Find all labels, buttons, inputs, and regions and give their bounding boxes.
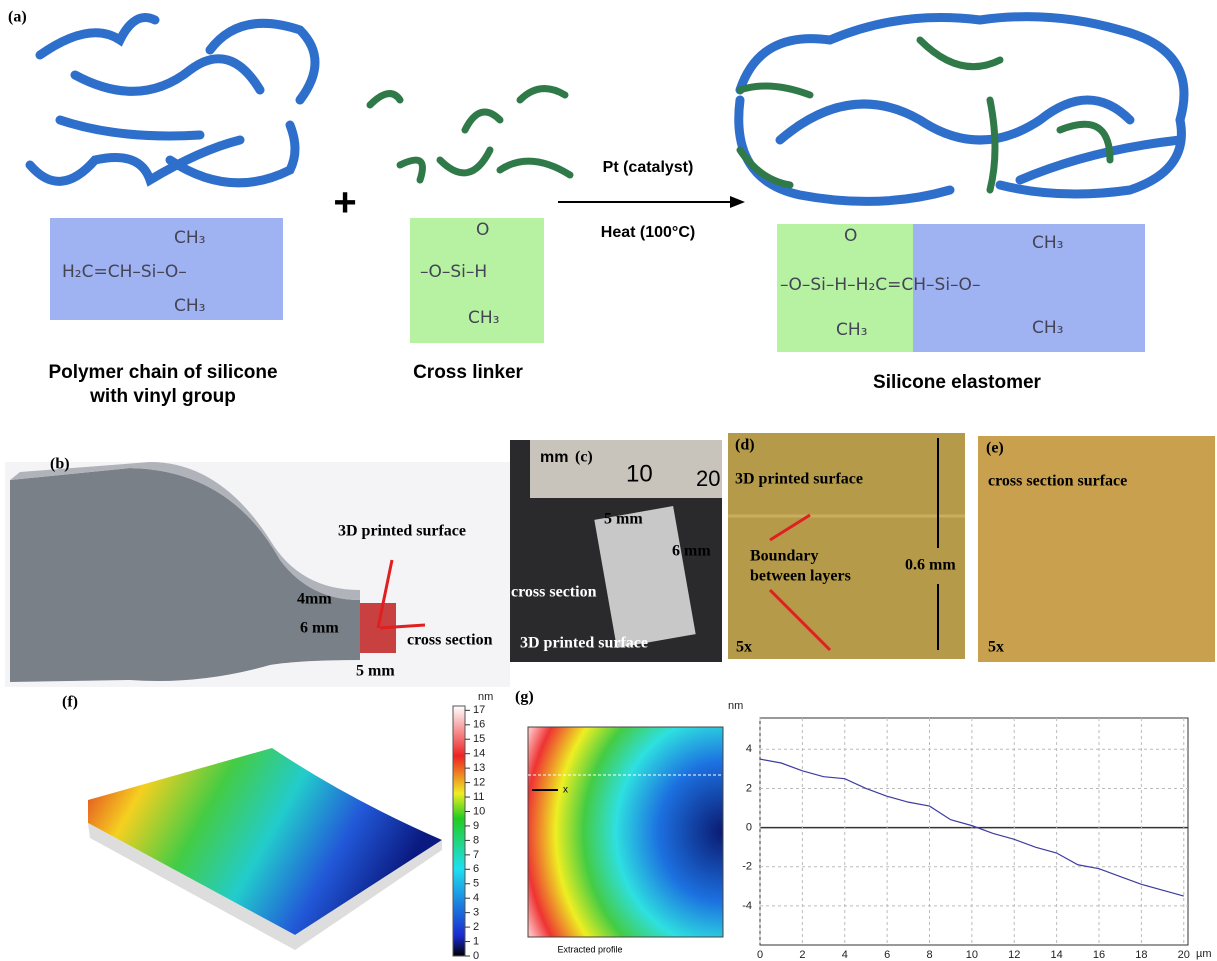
panel-label: (e) (986, 440, 1004, 457)
ruler-unit: mm (540, 449, 568, 466)
colorbar-tick-label: 9 (473, 820, 479, 832)
annotation: cross section (511, 584, 597, 601)
annotation: 6 mm (672, 543, 711, 560)
x-tick-label: 4 (842, 949, 848, 961)
colorbar-tick-label: 17 (473, 704, 485, 716)
ruler-number: 10 (626, 460, 653, 487)
x-tick-label: 0 (757, 949, 763, 961)
surface-3d (88, 748, 442, 935)
annotation: 5 mm (356, 663, 395, 680)
annotation: 3D printed surface (520, 635, 648, 652)
colorbar-tick-label: 3 (473, 907, 479, 919)
formula: CH₃ (468, 308, 499, 328)
plus: + (333, 181, 356, 225)
x-tick-label: 14 (1051, 949, 1063, 961)
panel-label: (b) (50, 456, 70, 473)
panel-label: (f) (62, 694, 78, 711)
colorbar-tick-label: 1 (473, 935, 479, 947)
ruler-number: 20 (696, 466, 720, 491)
elastomer-network (739, 17, 1184, 202)
annotation: 5 mm (604, 511, 643, 528)
formula: –O–Si–H (420, 262, 487, 282)
caption: Cross linker (413, 362, 523, 383)
x-tick-label: 12 (1008, 949, 1020, 961)
formula: CH₃ (1032, 318, 1063, 338)
colorbar-tick-label: 11 (473, 791, 484, 803)
panel-label: (d) (735, 437, 755, 454)
colorbar-tick-label: 14 (473, 748, 485, 760)
formula: CH₃ (174, 296, 205, 316)
plot-frame (760, 718, 1188, 945)
annotation: 5x (988, 639, 1004, 656)
formula: –O–Si–H–H₂C=CH–Si–O– (780, 275, 980, 295)
colorbar-tick-label: 0 (473, 950, 479, 961)
colorbar-tick-label: 7 (473, 849, 479, 861)
x-tick-label: 2 (799, 949, 805, 961)
panel-label: (g) (515, 689, 534, 706)
crosslinker-chains (370, 89, 570, 180)
arrow-label: Heat (100°C) (601, 224, 695, 241)
caption: with vinyl group (89, 386, 236, 407)
heatmap (528, 727, 723, 937)
colorbar-tick-label: 13 (473, 762, 485, 774)
formula: H₂C=CH–Si–O– (62, 262, 187, 282)
x-unit: µm (1196, 948, 1212, 960)
colorbar-tick-label: 8 (473, 834, 479, 846)
annotation: 3D printed surface (338, 523, 466, 540)
x-tick-label: 6 (884, 949, 890, 961)
arrow-label: Pt (catalyst) (603, 159, 694, 176)
arrow-head (730, 196, 745, 208)
y-tick-label: 4 (746, 743, 752, 755)
colorbar-tick-label: 6 (473, 863, 479, 875)
y-tick-label: 2 (746, 782, 752, 794)
axis-label: x (563, 785, 568, 796)
annotation: between layers (750, 568, 851, 585)
colorbar (453, 706, 465, 956)
chart: -4 -2 0 2 4 0 2 4 6 8 10 12 14 16 18 20 (742, 718, 1190, 961)
figure: (a) CH₃ H₂C=CH–Si–O– CH₃ + O –O–Si–H CH₃… (0, 0, 1217, 961)
caption: Silicone elastomer (873, 372, 1042, 393)
colorbar-tick-label: 2 (473, 921, 479, 933)
colorbar-tick-label: 16 (473, 719, 485, 731)
colorbar-tick-label: 15 (473, 733, 485, 745)
colorbar-tick-label: 10 (473, 805, 485, 817)
caption: Polymer chain of silicone (48, 362, 277, 383)
x-tick-label: 16 (1093, 949, 1105, 961)
colorbar-unit: nm (478, 691, 493, 703)
annotation: 6 mm (300, 620, 339, 637)
x-tick-label: 20 (1178, 949, 1190, 961)
formula: CH₃ (1032, 233, 1063, 253)
formula: CH₃ (174, 228, 205, 248)
micrograph (978, 436, 1215, 662)
colorbar-tick-label: 5 (473, 878, 479, 890)
y-tick-label: 0 (746, 821, 752, 833)
annotation: 4mm (297, 591, 332, 608)
x-tick-label: 8 (926, 949, 932, 961)
formula: O (476, 220, 489, 240)
annotation: 5x (736, 639, 752, 656)
annotation: cross section (407, 632, 493, 649)
annotation: cross section surface (988, 473, 1127, 490)
formula: CH₃ (836, 320, 867, 340)
x-tick-label: 10 (966, 949, 978, 961)
micrograph (728, 433, 965, 659)
y-tick-label: -2 (742, 861, 752, 873)
caption: Extracted profile (557, 944, 622, 954)
polymer-chains (30, 18, 315, 183)
colorbar-tick-label: 4 (473, 892, 479, 904)
colorbar-tick-label: 12 (473, 776, 485, 788)
annotation: Boundary (750, 548, 818, 565)
panel-label: (a) (8, 9, 27, 26)
annotation: 3D printed surface (735, 471, 863, 488)
annotation: 0.6 mm (905, 557, 956, 574)
x-tick-label: 18 (1135, 949, 1147, 961)
formula: O (844, 226, 857, 246)
y-tick-label: -4 (742, 900, 752, 912)
y-unit: nm (728, 700, 743, 712)
panel-label: (c) (575, 449, 593, 466)
